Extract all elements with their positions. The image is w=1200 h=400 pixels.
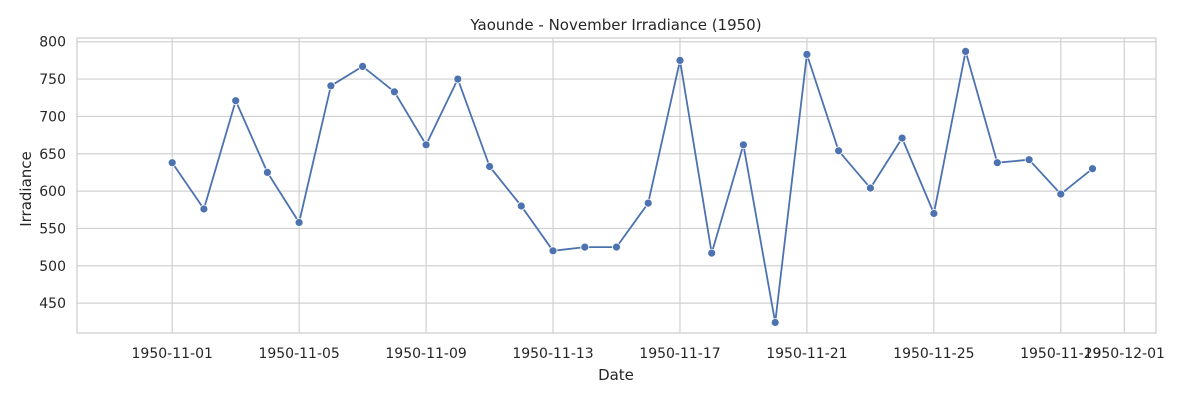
data-point [707,248,717,258]
data-point [358,62,368,71]
data-point [675,56,685,65]
grid [77,38,1156,333]
data-point [389,87,399,97]
data-point [739,140,748,150]
y-tick-label: 750 [39,72,66,88]
data-point [612,242,621,252]
y-tick-label: 650 [39,147,66,163]
y-tick-label: 700 [39,109,66,125]
data-point [231,96,241,106]
data-point [802,50,812,59]
chart-title: Yaounde - November Irradiance (1950) [469,16,761,34]
plot-frame [76,37,1157,334]
data-point [326,81,336,91]
y-tick-label: 450 [39,296,66,312]
data-point [866,183,875,193]
y-tick-label: 550 [39,221,66,237]
x-tick-label: 1950-12-01 [1084,346,1165,362]
x-tick-label: 1950-11-29 [1020,346,1101,362]
data-point [961,47,970,56]
data-point [421,140,431,150]
data-point [548,246,558,256]
data-point [262,167,272,177]
data-point [834,146,843,156]
data-point [992,158,1002,168]
x-tick-label: 1950-11-01 [132,346,213,362]
y-tick-label: 500 [39,259,66,275]
y-tick-labels: 450 500 550 600 650 700 750 800 [39,35,66,312]
data-point [294,218,304,227]
data-point [1088,164,1097,174]
data-point [516,201,526,211]
x-tick-label: 1950-11-09 [385,346,466,362]
x-tick-label: 1950-11-05 [258,346,339,362]
y-tick-label: 600 [39,184,66,200]
data-point [643,198,653,208]
data-point [199,204,209,214]
data-point [580,242,590,252]
data-point [1024,155,1034,165]
series-layer [167,47,1097,327]
y-axis-label: Irradiance [17,151,35,227]
x-tick-label: 1950-11-25 [893,346,974,362]
data-point [897,133,907,143]
x-tick-label: 1950-11-21 [766,346,847,362]
x-axis-label: Date [598,366,634,384]
x-tick-label: 1950-11-13 [512,346,593,362]
series-line [171,50,1094,324]
data-point [485,162,495,171]
y-tick-label: 800 [39,35,66,51]
data-point [1056,189,1066,199]
x-tick-label: 1950-11-17 [639,346,720,362]
data-point [167,158,177,168]
data-point [453,74,463,84]
x-tick-labels: 1950-11-01 1950-11-05 1950-11-09 1950-11-13… [132,346,1165,362]
data-point [770,318,780,327]
data-point [929,209,939,218]
